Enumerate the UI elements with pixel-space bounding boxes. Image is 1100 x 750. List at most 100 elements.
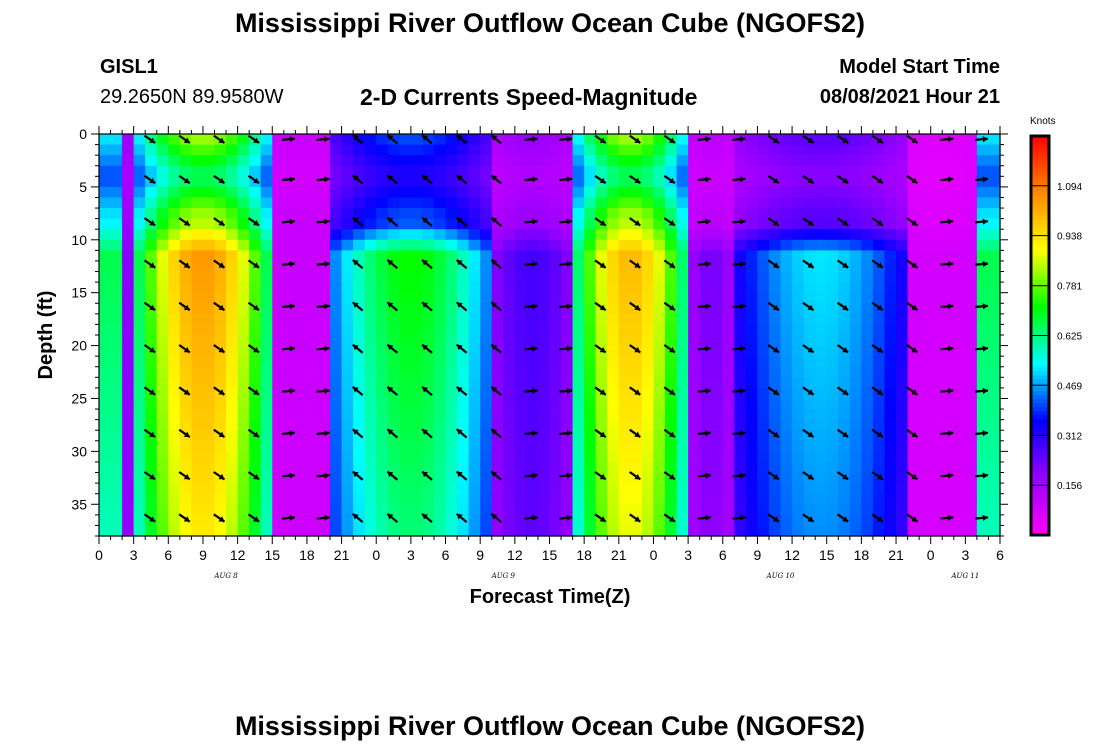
heatmap-cell	[191, 398, 204, 410]
heatmap-cell	[561, 504, 574, 516]
heatmap-cell	[410, 461, 424, 474]
arrow-head	[387, 513, 394, 520]
heatmap-cell	[226, 461, 239, 474]
heatmap-cell	[584, 504, 597, 516]
heatmap-cell	[549, 472, 562, 484]
arrow-head	[289, 430, 295, 437]
heatmap-cell	[595, 186, 608, 199]
heatmap-cell	[537, 483, 551, 495]
heatmap-cell	[780, 440, 793, 452]
heatmap-cell	[780, 176, 793, 188]
heatmap-cell	[618, 239, 631, 251]
heatmap-cell	[861, 197, 874, 209]
heatmap-cell	[561, 218, 574, 230]
arrow-head	[807, 262, 814, 268]
heatmap-cell	[330, 208, 343, 220]
x-tick-label: 12	[230, 547, 246, 563]
heatmap-cell	[607, 483, 620, 495]
heatmap-cell	[237, 483, 250, 495]
heatmap-cell	[618, 250, 631, 262]
arrow-head	[491, 513, 498, 520]
heatmap-cell	[745, 493, 759, 505]
current-arrow	[524, 472, 538, 479]
current-arrow	[594, 259, 607, 269]
heatmap-cell	[537, 514, 551, 527]
heatmap-cell	[330, 282, 343, 294]
heatmap-cell	[699, 335, 712, 347]
heatmap-cell	[491, 356, 504, 368]
heatmap-cell	[410, 451, 424, 463]
heatmap-cell	[607, 419, 620, 431]
heatmap-cell	[826, 398, 839, 410]
heatmap-cell	[353, 313, 366, 326]
heatmap-cell	[376, 356, 389, 368]
current-arrow	[178, 134, 191, 144]
heatmap-cell	[387, 366, 400, 378]
heatmap-cell	[826, 229, 839, 241]
heatmap-cell	[861, 525, 874, 537]
arrow-head	[876, 389, 883, 395]
heatmap-cell	[226, 208, 239, 220]
heatmap-cell	[872, 366, 886, 378]
current-arrow	[697, 303, 711, 310]
heatmap-cell	[422, 398, 435, 410]
current-arrow	[352, 174, 364, 185]
heatmap-cell	[826, 292, 839, 304]
heatmap-cell	[514, 186, 527, 199]
colorbar-swatch	[1031, 519, 1049, 524]
heatmap-cell	[942, 493, 955, 505]
heatmap-cell	[537, 134, 551, 146]
y-tick-label: 30	[71, 443, 87, 459]
heatmap-cell	[99, 197, 112, 209]
heatmap-cell	[699, 514, 712, 527]
heatmap-cell	[849, 440, 862, 452]
arrow-head	[491, 386, 498, 393]
heatmap-cell	[387, 313, 400, 326]
heatmap-cell	[953, 260, 966, 273]
heatmap-cell	[988, 303, 1001, 315]
arrow-head	[911, 473, 918, 480]
heatmap-cell	[722, 229, 735, 241]
heatmap-cell	[688, 525, 701, 537]
heatmap-cell	[942, 176, 955, 188]
colorbar-swatch	[1031, 311, 1049, 317]
heatmap-cell	[653, 239, 666, 251]
heatmap-cell	[226, 271, 239, 283]
heatmap-cell	[676, 197, 689, 209]
heatmap-cell	[145, 493, 158, 505]
heatmap-cell	[838, 250, 851, 262]
heatmap-cell	[849, 461, 862, 474]
heatmap-cell	[584, 218, 597, 230]
arrow-head	[253, 304, 260, 311]
heatmap-cell	[341, 208, 354, 220]
heatmap-cell	[202, 155, 216, 167]
heatmap-cell	[503, 260, 516, 273]
heatmap-cell	[422, 282, 435, 294]
heatmap-cell	[457, 461, 470, 474]
heatmap-cell	[849, 345, 862, 357]
heatmap-cell	[410, 197, 424, 209]
heatmap-cell	[572, 430, 585, 442]
arrow-head	[705, 303, 711, 310]
heatmap-cell	[803, 398, 816, 410]
arrow-head	[183, 177, 190, 184]
heatmap-cell	[757, 165, 770, 177]
heatmap-cell	[364, 440, 377, 452]
arrow-head	[948, 260, 954, 268]
heatmap-cell	[480, 144, 493, 156]
heatmap-cell	[283, 218, 296, 230]
heatmap-cell	[353, 208, 366, 220]
current-arrow	[802, 217, 815, 227]
heatmap-cell	[156, 292, 169, 304]
heatmap-cell	[699, 324, 712, 336]
heatmap-cell	[953, 155, 966, 167]
heatmap-cell	[745, 345, 759, 357]
heatmap-cell	[561, 461, 574, 474]
heatmap-cell	[537, 313, 551, 326]
heatmap-cell	[387, 440, 400, 452]
heatmap-cell	[480, 186, 493, 199]
heatmap-cell	[792, 345, 805, 357]
arrow-head	[669, 389, 675, 395]
heatmap-cell	[272, 419, 285, 431]
heatmap-cell	[688, 514, 701, 527]
